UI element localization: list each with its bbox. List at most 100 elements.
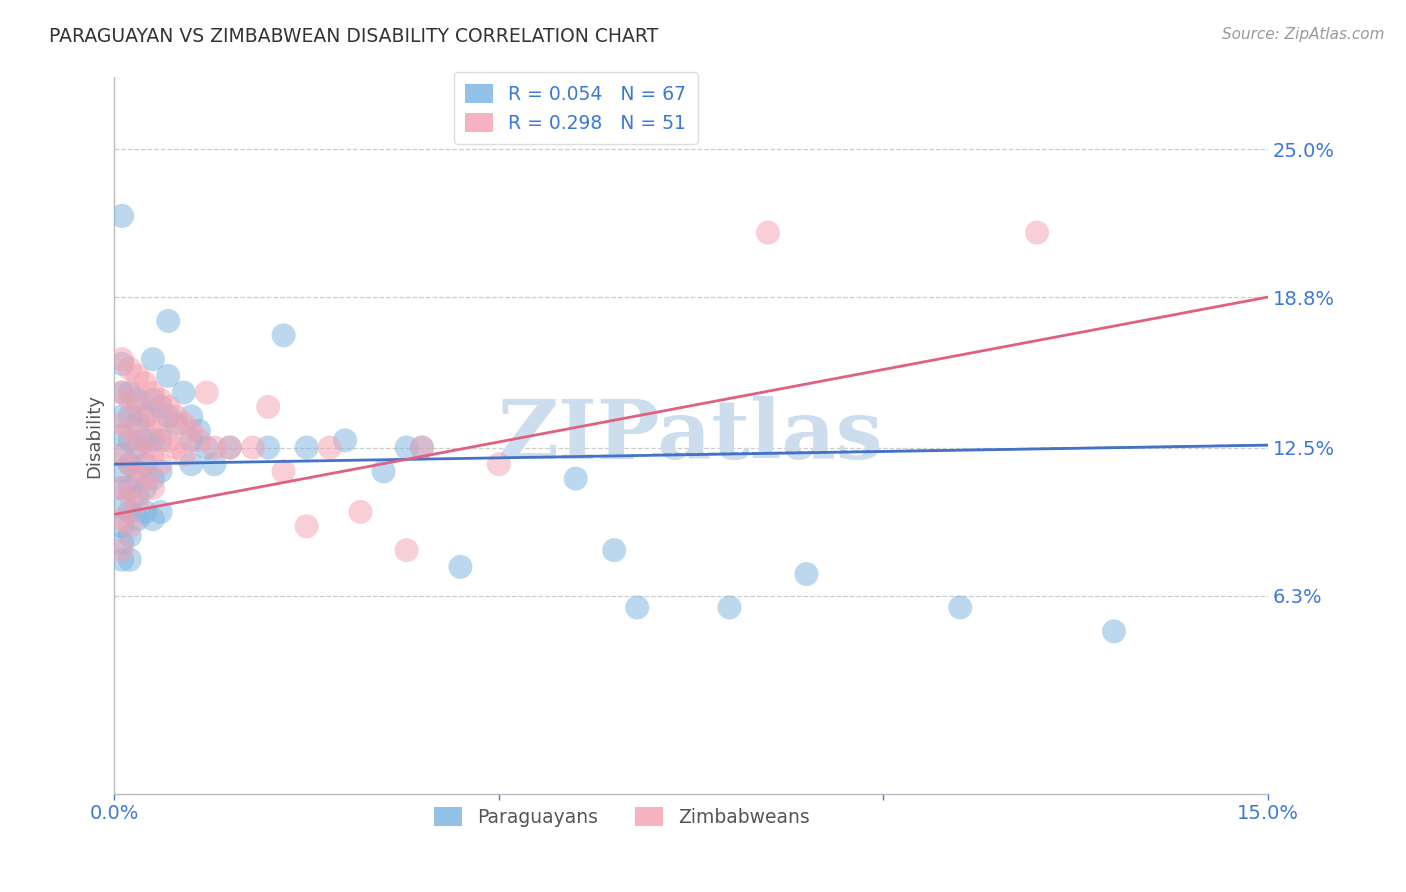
- Point: [180, 434, 202, 448]
- Point: [127, 464, 149, 478]
- Point: [127, 488, 149, 502]
- Point: [111, 385, 134, 400]
- Point: [411, 441, 433, 455]
- Point: [157, 409, 180, 424]
- Point: [134, 471, 156, 485]
- Point: [111, 385, 134, 400]
- Point: [157, 368, 180, 383]
- Point: [127, 434, 149, 448]
- Point: [626, 600, 648, 615]
- Point: [118, 457, 141, 471]
- Point: [149, 424, 172, 438]
- Point: [165, 409, 187, 424]
- Point: [373, 464, 395, 478]
- Point: [118, 361, 141, 376]
- Point: [564, 471, 586, 485]
- Point: [349, 505, 371, 519]
- Point: [127, 441, 149, 455]
- Point: [218, 441, 240, 455]
- Point: [149, 434, 172, 448]
- Point: [111, 500, 134, 515]
- Point: [134, 441, 156, 455]
- Point: [488, 457, 510, 471]
- Point: [603, 543, 626, 558]
- Point: [180, 457, 202, 471]
- Point: [111, 448, 134, 462]
- Point: [142, 352, 165, 367]
- Point: [127, 464, 149, 478]
- Point: [111, 209, 134, 223]
- Point: [173, 448, 195, 462]
- Point: [173, 417, 195, 431]
- Point: [134, 457, 156, 471]
- Point: [118, 488, 141, 502]
- Point: [395, 543, 418, 558]
- Point: [195, 441, 218, 455]
- Point: [118, 552, 141, 566]
- Point: [449, 560, 471, 574]
- Point: [118, 519, 141, 533]
- Point: [142, 434, 165, 448]
- Point: [118, 392, 141, 407]
- Point: [1026, 226, 1049, 240]
- Point: [142, 481, 165, 495]
- Point: [173, 385, 195, 400]
- Point: [118, 385, 141, 400]
- Point: [188, 424, 211, 438]
- Point: [149, 392, 172, 407]
- Point: [118, 529, 141, 543]
- Point: [134, 376, 156, 390]
- Point: [257, 400, 280, 414]
- Point: [118, 424, 141, 438]
- Point: [142, 512, 165, 526]
- Point: [127, 392, 149, 407]
- Point: [157, 400, 180, 414]
- Point: [333, 434, 356, 448]
- Point: [165, 417, 187, 431]
- Point: [756, 226, 779, 240]
- Point: [118, 409, 141, 424]
- Point: [111, 464, 134, 478]
- Point: [118, 505, 141, 519]
- Point: [180, 424, 202, 438]
- Point: [127, 417, 149, 431]
- Point: [142, 471, 165, 485]
- Point: [111, 543, 134, 558]
- Point: [149, 400, 172, 414]
- Point: [118, 457, 141, 471]
- Point: [242, 441, 264, 455]
- Point: [295, 519, 318, 533]
- Point: [718, 600, 741, 615]
- Y-axis label: Disability: Disability: [86, 393, 103, 477]
- Legend: Paraguayans, Zimbabweans: Paraguayans, Zimbabweans: [426, 799, 818, 834]
- Point: [127, 400, 149, 414]
- Point: [134, 409, 156, 424]
- Point: [142, 392, 165, 407]
- Point: [157, 314, 180, 328]
- Point: [111, 512, 134, 526]
- Point: [949, 600, 972, 615]
- Point: [149, 464, 172, 478]
- Point: [395, 441, 418, 455]
- Point: [142, 417, 165, 431]
- Point: [165, 441, 187, 455]
- Point: [134, 409, 156, 424]
- Point: [111, 519, 134, 533]
- Text: ZIPatlas: ZIPatlas: [498, 395, 884, 475]
- Point: [273, 464, 295, 478]
- Point: [142, 448, 165, 462]
- Point: [111, 357, 134, 371]
- Text: Source: ZipAtlas.com: Source: ZipAtlas.com: [1222, 27, 1385, 42]
- Point: [1102, 624, 1125, 639]
- Point: [411, 441, 433, 455]
- Point: [218, 441, 240, 455]
- Point: [134, 505, 156, 519]
- Point: [180, 409, 202, 424]
- Point: [149, 505, 172, 519]
- Point: [202, 457, 225, 471]
- Point: [295, 441, 318, 455]
- Point: [118, 481, 141, 495]
- Point: [111, 552, 134, 566]
- Point: [111, 481, 134, 495]
- Point: [134, 434, 156, 448]
